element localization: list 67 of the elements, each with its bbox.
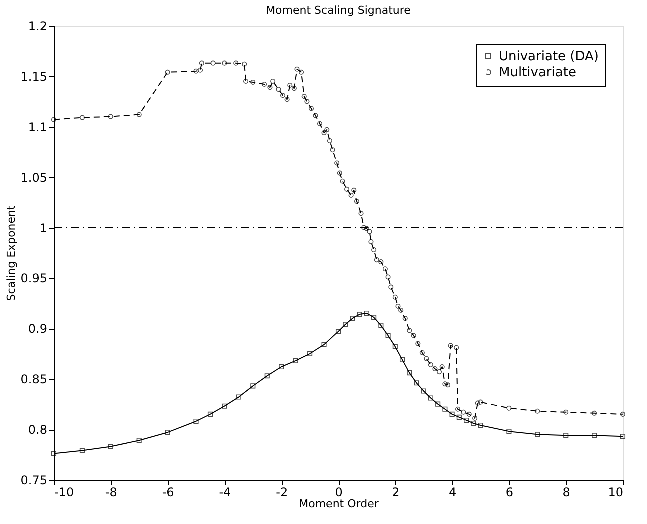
point	[456, 414, 462, 420]
point	[264, 374, 270, 379]
point	[364, 311, 370, 316]
x-tick-label: -2	[276, 486, 288, 500]
point	[308, 351, 313, 356]
point	[442, 406, 448, 412]
point	[506, 429, 512, 434]
y-axis-title: Scaling Exponent	[4, 205, 18, 302]
point	[165, 430, 170, 436]
x-tick-label: 10	[608, 486, 624, 500]
point	[108, 444, 114, 450]
point	[407, 370, 412, 376]
x-tick-label: 8	[562, 486, 570, 500]
y-tick-label: 0.85	[20, 372, 48, 387]
y-tick-label: 0.75	[20, 474, 48, 488]
point	[350, 316, 356, 322]
point	[336, 329, 342, 334]
point	[250, 384, 256, 389]
point	[236, 394, 242, 400]
point	[357, 312, 362, 318]
point	[372, 315, 377, 320]
point	[564, 433, 569, 438]
point	[322, 342, 327, 348]
chart-title: Moment Scaling Signature	[266, 4, 412, 17]
point	[436, 402, 441, 407]
x-tick-label: -6	[162, 486, 174, 500]
point	[392, 344, 398, 350]
point	[620, 434, 626, 440]
point	[478, 423, 484, 428]
y-tick-label: 1.15	[20, 70, 48, 84]
y-tick-label: 0.9	[28, 322, 48, 336]
x-tick-label: 4	[448, 486, 457, 500]
x-tick-label: 0	[335, 486, 343, 500]
y-tick-label: 1.05	[20, 170, 48, 185]
y-tick-label: 1.2	[28, 20, 48, 34]
point	[450, 412, 455, 417]
point	[592, 433, 598, 438]
point	[136, 438, 142, 444]
x-tick-label: -8	[105, 486, 118, 500]
point	[279, 364, 284, 370]
point	[194, 418, 199, 424]
point	[208, 412, 213, 417]
point	[222, 404, 228, 409]
point	[471, 420, 476, 426]
point	[414, 380, 420, 386]
x-tick-label: -10	[54, 486, 74, 500]
point	[343, 322, 348, 328]
legend-label: Multivariate	[499, 66, 576, 80]
point	[535, 432, 540, 438]
point	[80, 448, 85, 454]
point	[293, 358, 298, 364]
x-tick-label: -4	[219, 486, 232, 500]
point	[421, 388, 426, 394]
y-tick-label: 1	[40, 221, 48, 236]
x-axis-title: Moment Order	[299, 498, 380, 510]
point	[464, 418, 470, 423]
point	[386, 333, 391, 338]
y-tick-label: 0.8	[28, 423, 48, 438]
x-tick-label: 6	[506, 486, 514, 500]
point	[378, 323, 384, 328]
y-tick-label: 0.95	[20, 272, 48, 286]
legend-label: Univariate (DA)	[499, 50, 599, 64]
x-tick-label: 2	[392, 486, 400, 500]
y-tick-label: 1.1	[28, 120, 48, 134]
point	[400, 357, 406, 362]
point	[428, 396, 434, 401]
point	[51, 451, 57, 456]
